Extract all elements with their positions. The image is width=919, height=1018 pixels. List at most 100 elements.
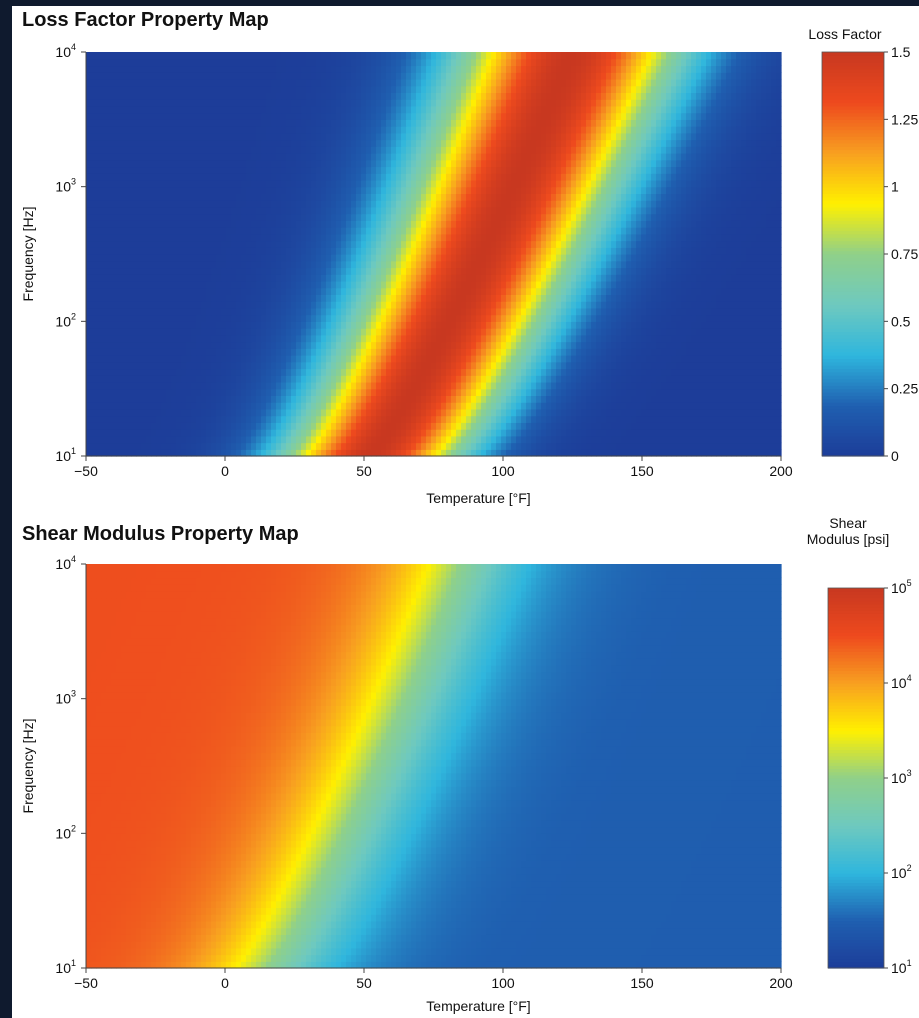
heatmap-cell [326, 368, 332, 376]
heatmap-cell [716, 334, 722, 343]
heatmap-cell [181, 247, 187, 255]
heatmap-cell [231, 408, 237, 417]
heatmap-cell [676, 415, 682, 423]
heatmap-cell [306, 233, 312, 242]
heatmap-cell [181, 254, 187, 262]
heatmap-cell [181, 375, 187, 383]
heatmap-cell [316, 361, 322, 370]
heatmap-cell [291, 348, 297, 356]
heatmap-cell [671, 227, 677, 235]
heatmap-cell [531, 321, 537, 329]
heatmap-cell [151, 442, 157, 450]
heatmap-cell [101, 388, 107, 396]
heatmap-cell [486, 375, 492, 383]
heatmap-cell [556, 233, 562, 242]
heatmap-cell [396, 395, 402, 403]
heatmap-cell [561, 449, 567, 457]
heatmap-cell [226, 240, 232, 248]
heatmap-cell [511, 348, 517, 356]
heatmap-cell [766, 301, 772, 309]
heatmap-cell [216, 301, 222, 309]
heatmap-cell [296, 301, 302, 309]
heatmap-cell [326, 361, 332, 370]
heatmap-cell [136, 395, 142, 403]
heatmap-cell [591, 442, 597, 450]
heatmap-cell [686, 355, 692, 363]
heatmap-cell [516, 334, 522, 343]
heatmap-cell [201, 429, 207, 437]
heatmap-cell [156, 375, 162, 383]
heatmap-cell [256, 408, 262, 417]
heatmap-cell [706, 348, 712, 356]
heatmap-cell [211, 415, 217, 423]
heatmap-cell [341, 301, 347, 309]
heatmap-cell [591, 435, 597, 444]
heatmap-cell [401, 395, 407, 403]
heatmap-cell [711, 260, 717, 269]
heatmap-cell [296, 361, 302, 370]
heatmap-cell [696, 247, 702, 255]
heatmap-cell [671, 301, 677, 309]
heatmap-cell [176, 355, 182, 363]
heatmap-cell [131, 294, 137, 302]
heatmap-cell [316, 260, 322, 269]
heatmap-cell [331, 307, 337, 316]
heatmap-cell [766, 368, 772, 376]
heatmap-cell [266, 361, 272, 370]
heatmap-cell [236, 307, 242, 316]
heatmap-cell [546, 429, 552, 437]
heatmap-cell [266, 355, 272, 363]
heatmap-cell [156, 408, 162, 417]
heatmap-cell [116, 213, 122, 221]
heatmap-cell [551, 321, 557, 329]
heatmap-cell [711, 254, 717, 262]
heatmap-cell [526, 213, 532, 221]
heatmap-cell [716, 321, 722, 329]
heatmap-cell [446, 294, 452, 302]
heatmap-cell [386, 314, 392, 322]
heatmap-cell [156, 254, 162, 262]
heatmap-cell [426, 274, 432, 282]
heatmap-cell [246, 314, 252, 322]
heatmap-cell [686, 307, 692, 316]
heatmap-cell [771, 247, 777, 255]
heatmap-cell [686, 375, 692, 383]
heatmap-cell [616, 415, 622, 423]
heatmap-cell [616, 267, 622, 275]
heatmap-cell [281, 408, 287, 417]
heatmap-cell [576, 435, 582, 444]
heatmap-cell [476, 422, 482, 430]
heatmap-cell [216, 422, 222, 430]
heatmap-cell [696, 233, 702, 242]
heatmap-cell [301, 254, 307, 262]
heatmap-cell [536, 328, 542, 336]
heatmap-cell [601, 247, 607, 255]
heatmap-cell [251, 280, 257, 289]
heatmap-cell [121, 240, 127, 248]
heatmap-cell [581, 287, 587, 295]
heatmap-cell [761, 388, 767, 396]
heatmap-cell [561, 408, 567, 417]
heatmap-cell [116, 429, 122, 437]
heatmap-cell [556, 280, 562, 289]
heatmap-cell [431, 314, 437, 322]
heatmap-cell [191, 442, 197, 450]
heatmap-cell [701, 227, 707, 235]
heatmap-cell [696, 395, 702, 403]
heatmap-cell [566, 301, 572, 309]
heatmap-cell [226, 301, 232, 309]
heatmap-cell [736, 301, 742, 309]
heatmap-cell [151, 408, 157, 417]
heatmap-cell [631, 301, 637, 309]
heatmap-cell [266, 233, 272, 242]
heatmap-cell [596, 321, 602, 329]
heatmap-cell [241, 220, 247, 228]
heatmap-cell [706, 227, 712, 235]
heatmap-cell [316, 449, 322, 457]
heatmap-cell [751, 334, 757, 343]
heatmap-cell [371, 227, 377, 235]
heatmap-cell [466, 328, 472, 336]
heatmap-cell [741, 381, 747, 390]
heatmap-cell [606, 314, 612, 322]
heatmap-cell [386, 381, 392, 390]
